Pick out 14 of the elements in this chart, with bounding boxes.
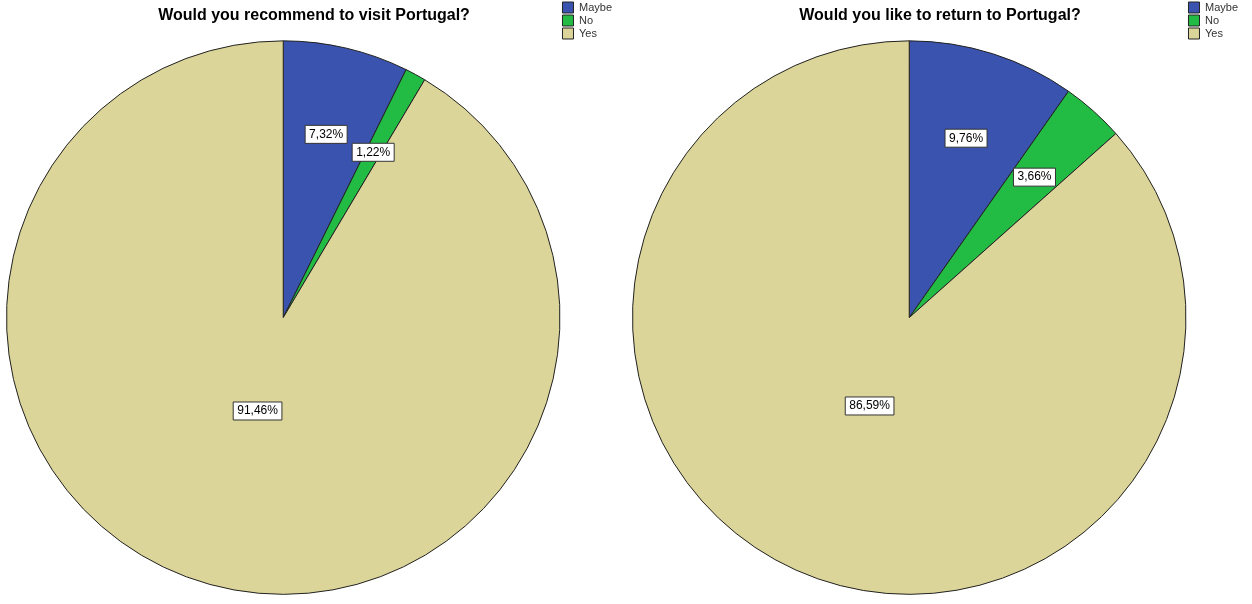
data-label: 86,59% [849,398,891,413]
data-label: 3,66% [1017,169,1052,184]
legend-label: Maybe [1204,0,1239,13]
chart-title: Would you recommend to visit Portugal? [158,6,470,24]
data-label: 9,76% [949,130,984,145]
data-label: 91,46% [237,403,279,418]
legend-label: Yes [578,26,598,39]
chart-title: Would you like to return to Portugal? [799,6,1081,24]
data-label: 7,32% [309,126,344,141]
legend-label: No [1204,13,1220,26]
legend-label: Yes [1204,26,1224,39]
legend-label: No [578,13,594,26]
legend-label: Maybe [578,0,613,13]
data-label: 1,22% [356,144,391,159]
